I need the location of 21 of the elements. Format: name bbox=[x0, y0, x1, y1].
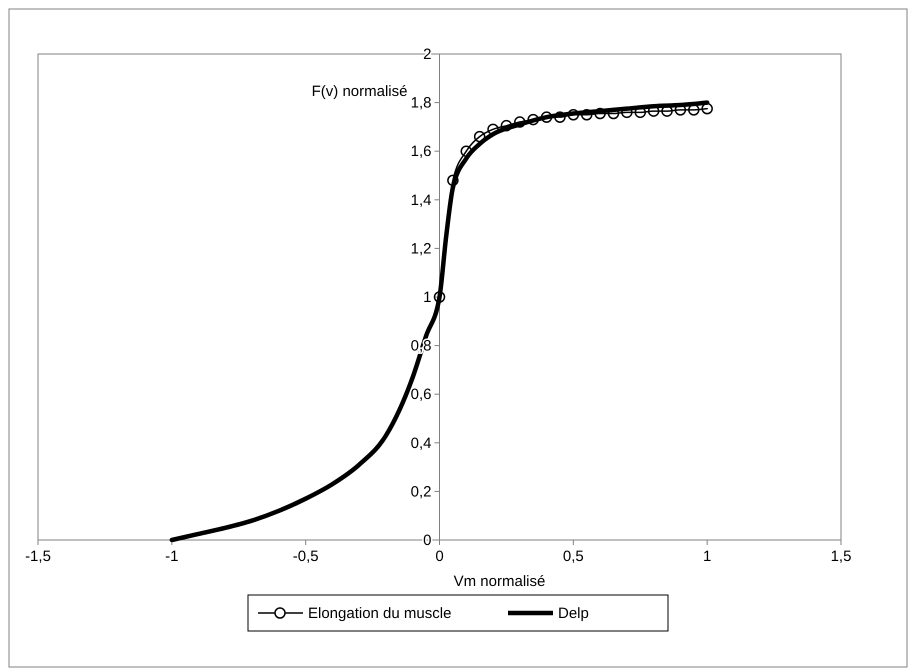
x-tick-label: 1 bbox=[702, 548, 712, 565]
y-tick-label: 0,2 bbox=[410, 483, 432, 500]
y-tick-label: 1,8 bbox=[410, 94, 432, 112]
y-tick-label: 0,4 bbox=[410, 434, 432, 452]
x-tick-label: 0,5 bbox=[562, 548, 584, 565]
x-axis-title: Vm normalisé bbox=[454, 573, 546, 590]
x-tick-label: -0,5 bbox=[292, 548, 319, 565]
y-tick-label: 0 bbox=[423, 532, 432, 549]
x-tick-label: 1,5 bbox=[830, 548, 852, 565]
y-tick-label: 1,2 bbox=[410, 240, 432, 258]
legend-label: Delp bbox=[558, 605, 589, 622]
x-tick-label: -1,5 bbox=[25, 548, 51, 565]
y-axis-title: F(v) normalisé bbox=[312, 83, 408, 100]
y-tick-label: 2 bbox=[423, 46, 432, 63]
y-tick-label: 1,4 bbox=[410, 192, 432, 209]
x-tick-label: -1 bbox=[165, 548, 179, 565]
legend-label: Elongation du muscle bbox=[308, 605, 452, 622]
y-tick-label: 1 bbox=[423, 289, 432, 306]
x-tick-label: 0 bbox=[435, 548, 444, 565]
y-tick-label: 1,6 bbox=[410, 143, 432, 160]
y-tick-label: 0,6 bbox=[410, 386, 432, 404]
